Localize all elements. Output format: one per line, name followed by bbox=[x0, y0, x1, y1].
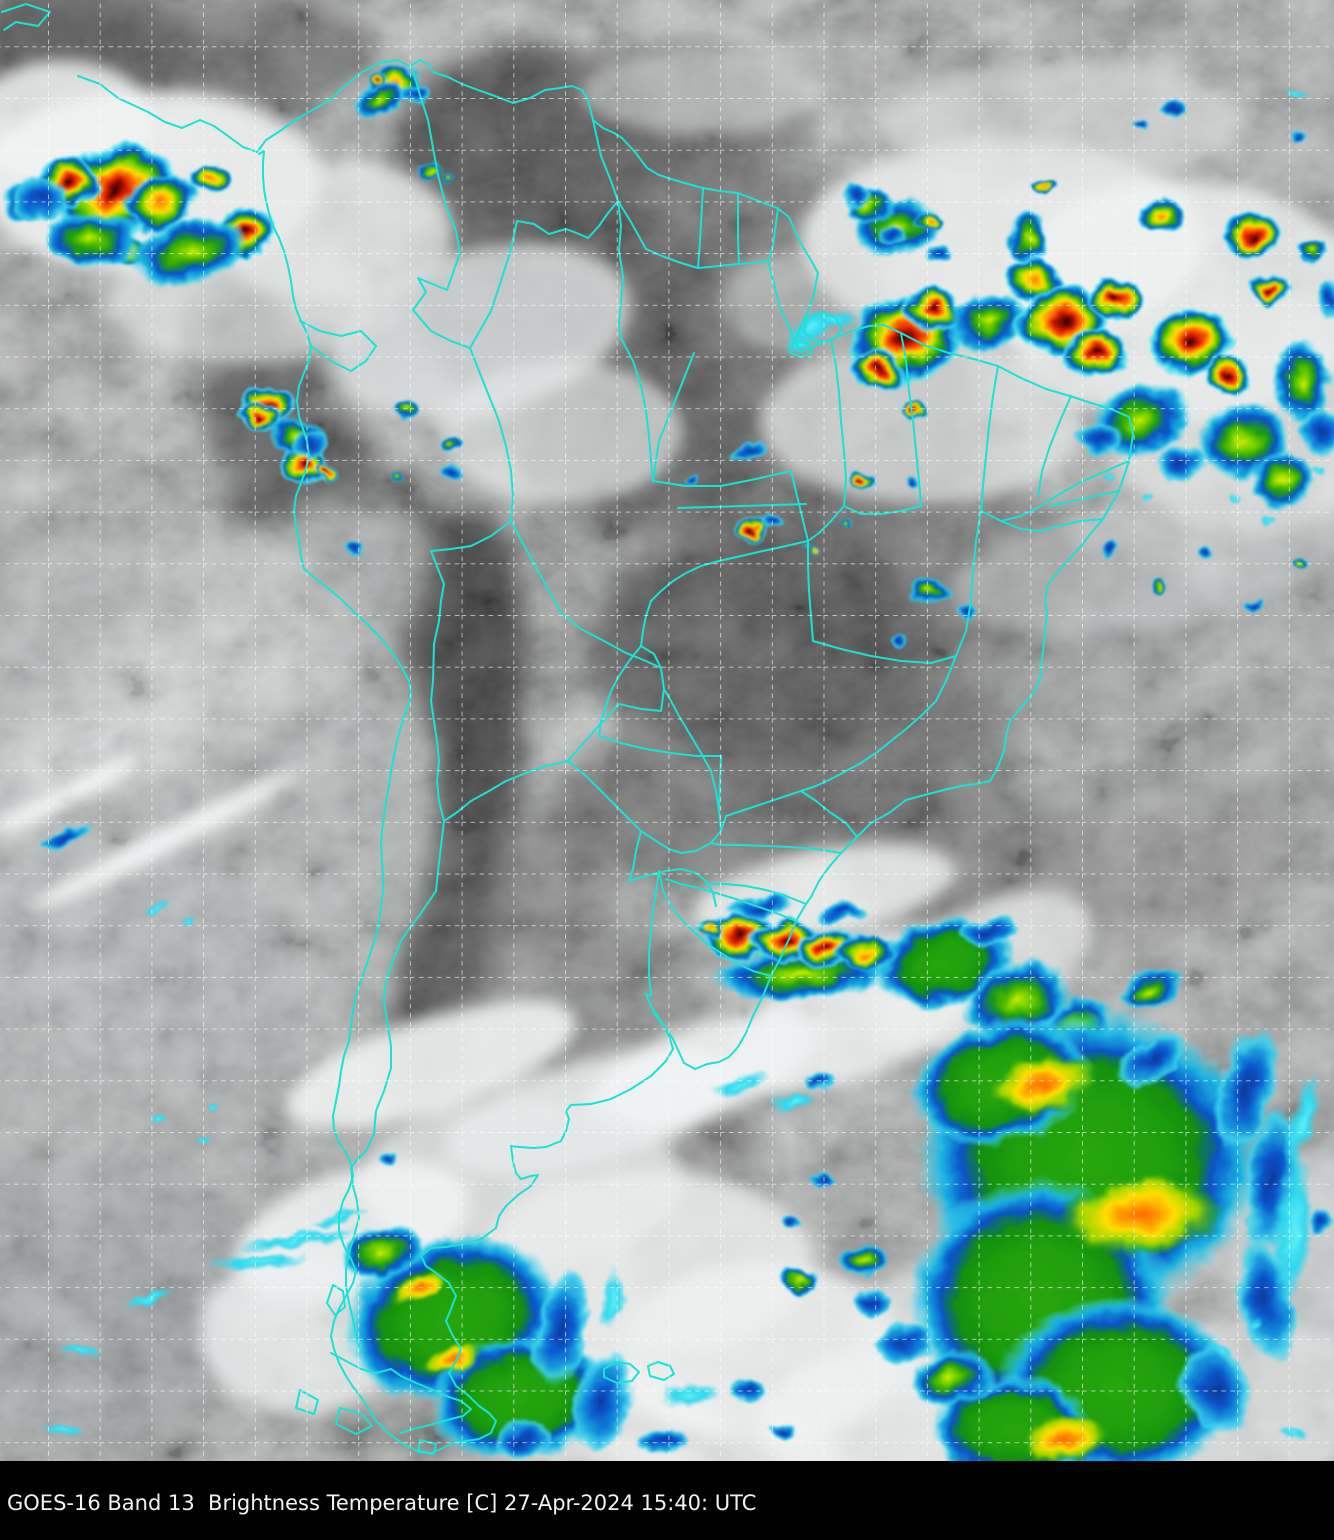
satellite-image bbox=[0, 0, 1334, 1461]
caption-bar: GOES-16 Band 13 Brightness Temperature [… bbox=[0, 1461, 1334, 1540]
latlon-grid-overlay bbox=[0, 0, 1334, 1461]
caption-text: GOES-16 Band 13 Brightness Temperature [… bbox=[7, 1491, 757, 1515]
